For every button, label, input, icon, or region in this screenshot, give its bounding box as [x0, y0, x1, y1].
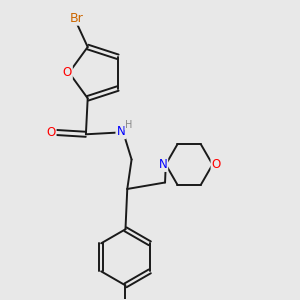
Text: O: O: [63, 66, 72, 79]
Text: N: N: [158, 158, 167, 171]
Text: H: H: [125, 120, 133, 130]
Text: O: O: [46, 126, 56, 139]
Text: O: O: [212, 158, 221, 171]
Text: Br: Br: [70, 12, 84, 25]
Text: N: N: [116, 125, 125, 138]
